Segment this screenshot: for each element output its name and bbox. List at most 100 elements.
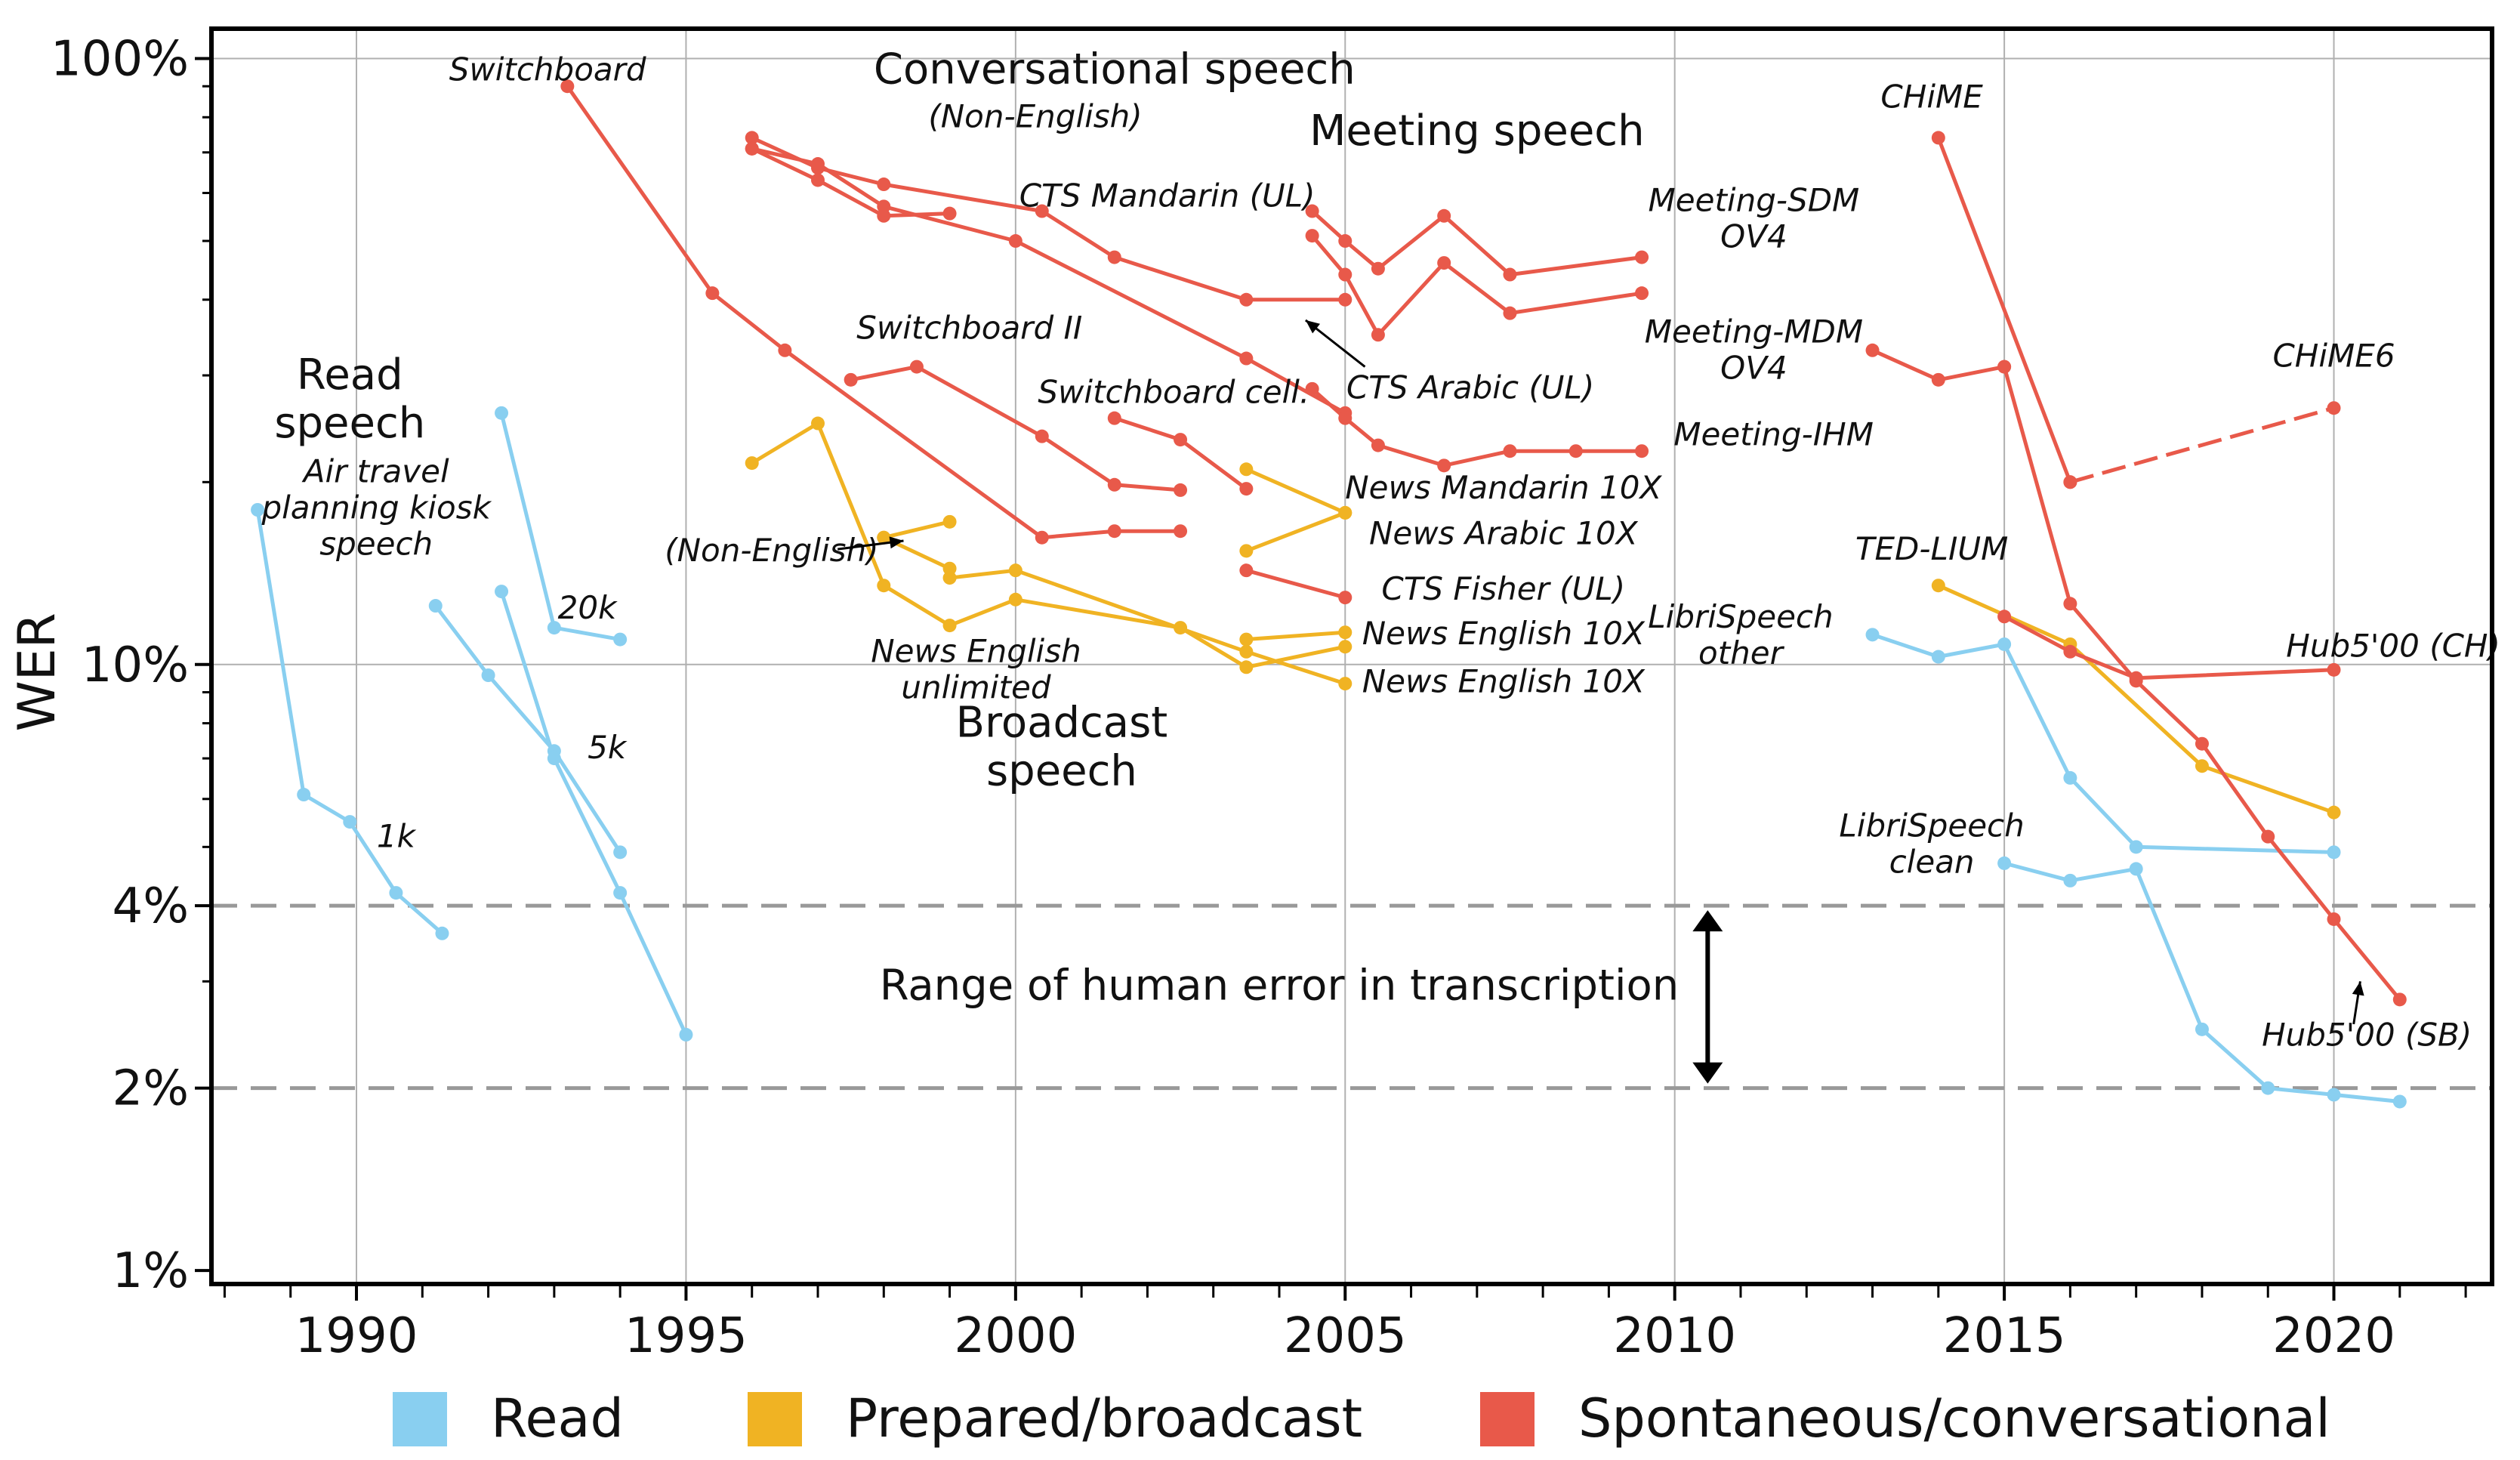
annotation-meeting-speech: Meeting speech	[1309, 106, 1645, 156]
data-point	[1035, 429, 1049, 443]
data-point	[1338, 411, 1353, 425]
data-point	[2129, 674, 2143, 688]
data-point	[1371, 328, 1385, 342]
data-point	[613, 632, 628, 647]
annotation-ted-lium: TED-LIUM	[1855, 530, 2008, 567]
annotation-conversational: Conversational speech	[874, 45, 1356, 94]
series-line	[433, 604, 622, 853]
legend-swatch	[393, 1392, 447, 1446]
data-point	[1239, 644, 1254, 659]
annotation-librispeech-clean: clean	[1889, 844, 1975, 881]
annotation-human-range: Range of human error in transcription	[880, 961, 1679, 1010]
data-point	[2195, 736, 2209, 751]
annotation-non-english-cts: (Non-English)	[928, 98, 1142, 135]
series-switchboard-cell-	[1107, 411, 1254, 496]
data-point	[481, 668, 495, 683]
series-line	[2003, 861, 2401, 1103]
series-line	[1310, 234, 1642, 337]
data-point	[909, 360, 924, 374]
data-point	[1997, 360, 2012, 374]
data-point	[2129, 862, 2143, 876]
pointer-non-english-head	[889, 536, 904, 549]
data-point	[1338, 505, 1353, 520]
data-point	[1931, 579, 1945, 593]
data-point	[811, 173, 825, 187]
data-point	[2327, 912, 2341, 926]
series-ted-lium	[1931, 579, 2341, 820]
annotation-read-speech: Read	[297, 350, 403, 400]
data-point	[2063, 597, 2077, 611]
series-line	[751, 136, 1346, 302]
annotation-read-speech: speech	[274, 399, 425, 448]
data-point	[679, 1027, 693, 1042]
data-point	[942, 571, 957, 585]
x-tick-label: 2010	[1613, 1308, 1736, 1364]
data-point	[1174, 483, 1188, 497]
data-point	[2261, 829, 2275, 844]
data-point	[1107, 250, 1121, 264]
legend-item-read: Read	[393, 1387, 624, 1449]
grid-layer	[211, 29, 2492, 1284]
data-point	[547, 621, 561, 635]
series-hub5-00-sb-	[1997, 360, 2407, 1007]
data-point	[613, 845, 628, 860]
human-range-layer	[211, 903, 2492, 1091]
data-point	[1239, 462, 1254, 477]
series-20k	[495, 406, 628, 647]
data-point	[1338, 677, 1353, 691]
data-point	[1107, 524, 1121, 539]
data-point	[1008, 592, 1022, 607]
data-point	[1239, 660, 1254, 674]
data-point	[1371, 438, 1385, 452]
axis-layer: 1990 1995 2000 2005 2010 2015 2020 1% 2% 4% 10% 100…	[51, 31, 2467, 1364]
data-point	[1931, 131, 1945, 145]
data-point	[1239, 351, 1254, 366]
annotation-switchboard-cell: Switchboard cell.	[1038, 374, 1309, 411]
series-switchboard	[560, 79, 1188, 545]
data-point	[1338, 292, 1353, 307]
annotation-news-english-a: News English 10X	[1362, 615, 1646, 652]
data-point	[2063, 873, 2077, 887]
x-tick-label: 2000	[954, 1308, 1077, 1364]
data-point	[877, 199, 891, 214]
data-point	[877, 530, 891, 545]
legend-label: Read	[491, 1387, 624, 1449]
series-layer	[251, 79, 2407, 1109]
data-point	[1931, 650, 1945, 664]
annotation-hub5-ch: Hub5'00 (CH)	[2286, 628, 2500, 665]
data-point	[2063, 770, 2077, 785]
data-point	[745, 131, 759, 145]
annotation-librispeech-other: LibriSpeech	[1648, 598, 1833, 635]
data-point	[1008, 563, 1022, 578]
annotation-air-travel: planning kiosk	[261, 489, 492, 526]
y-tick-label: 4%	[112, 878, 189, 934]
legend-swatch	[748, 1392, 802, 1446]
x-tick-label: 1995	[625, 1308, 748, 1364]
series-chime-meeting-	[1865, 343, 2012, 387]
series-line	[1245, 511, 1346, 553]
data-point	[1305, 204, 1319, 218]
human-range-arrow-down	[1692, 1062, 1723, 1084]
annotation-20k: 20k	[558, 589, 618, 626]
data-point	[2327, 845, 2341, 860]
series-line	[751, 147, 1346, 415]
annotation-switchboard-ii: Switchboard II	[856, 309, 1082, 346]
data-point	[942, 619, 957, 633]
series-air-travel-planning-kiosk-speech	[251, 502, 449, 940]
annotation-meeting-mdm: Meeting-MDM	[1645, 313, 1863, 350]
data-point	[1239, 482, 1254, 496]
data-point	[1503, 267, 1517, 282]
series-line	[2069, 406, 2335, 484]
data-point	[1997, 856, 2012, 870]
data-point	[435, 926, 449, 940]
data-point	[2063, 644, 2077, 659]
series-librispeech-other	[1865, 628, 2341, 860]
data-point	[428, 599, 443, 613]
legend-label: Spontaneous/conversational	[1578, 1387, 2330, 1449]
data-point	[745, 141, 759, 156]
series-line	[949, 568, 1346, 686]
data-point	[1008, 234, 1022, 248]
data-point	[877, 177, 891, 192]
annotation-meeting-sdm: OV4	[1720, 218, 1787, 255]
